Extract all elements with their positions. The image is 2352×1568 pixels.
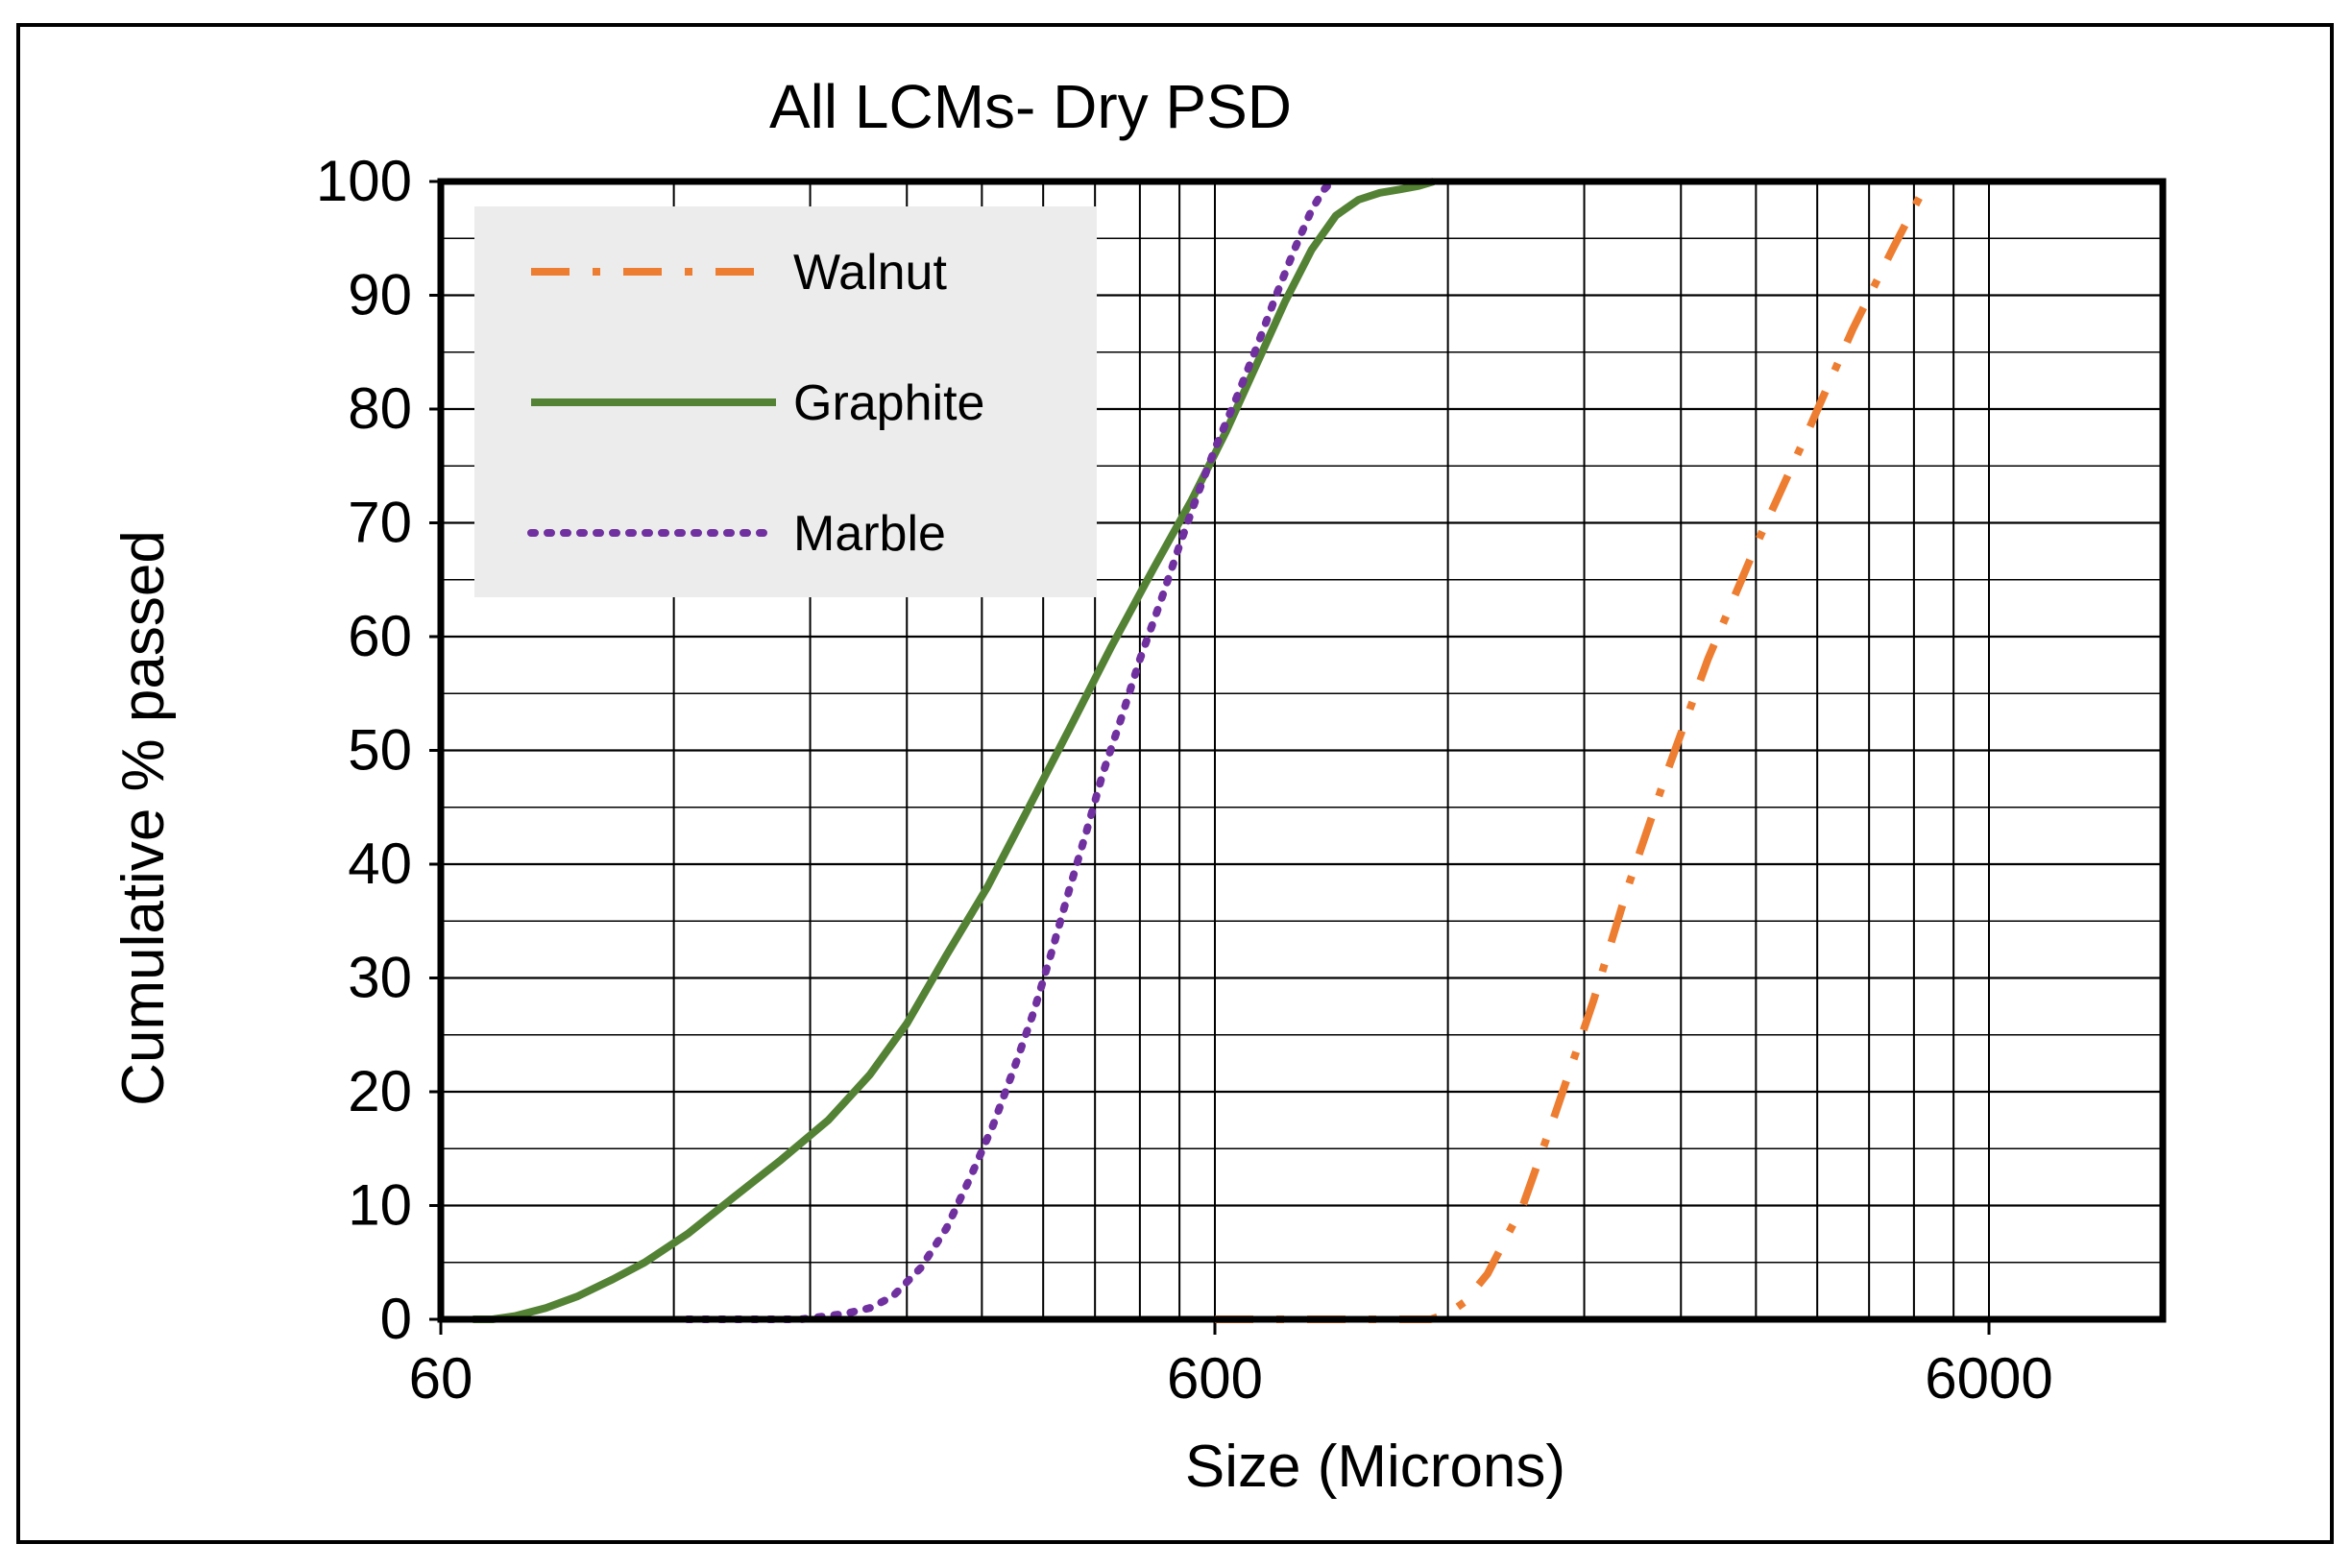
y-tick-label-50: 50 xyxy=(348,718,412,783)
x-axis-label: Size (Microns) xyxy=(1185,1434,1565,1500)
y-tick-label-80: 80 xyxy=(348,376,412,441)
legend: Walnut Graphite Marble xyxy=(474,206,1097,597)
legend-label-marble: Marble xyxy=(793,506,946,562)
series-marble-line xyxy=(683,178,1336,1323)
y-tick-label-0: 0 xyxy=(380,1287,412,1351)
x-axis-ticks: 60 600 6000 xyxy=(409,1319,2053,1411)
series-graphite-line xyxy=(473,178,1435,1323)
y-axis-label: Cumulative % passed xyxy=(110,530,177,1106)
y-tick-label-70: 70 xyxy=(348,491,412,555)
y-axis-ticks: 0 10 20 30 40 50 60 70 80 90 100 xyxy=(316,149,441,1351)
y-tick-label-40: 40 xyxy=(348,832,412,896)
legend-label-graphite: Graphite xyxy=(793,375,984,431)
chart-title: All LCMs- Dry PSD xyxy=(769,72,1292,141)
y-tick-label-100: 100 xyxy=(316,149,412,213)
y-tick-label-90: 90 xyxy=(348,263,412,327)
plot-border xyxy=(437,178,2167,1323)
y-tick-label-10: 10 xyxy=(348,1173,412,1238)
x-tick-label-600: 600 xyxy=(1167,1346,1263,1411)
legend-label-walnut: Walnut xyxy=(793,245,947,301)
x-tick-label-6000: 6000 xyxy=(1925,1346,2052,1411)
y-tick-label-30: 30 xyxy=(348,946,412,1010)
y-tick-label-20: 20 xyxy=(348,1059,412,1123)
x-tick-label-60: 60 xyxy=(409,1346,473,1411)
y-tick-label-60: 60 xyxy=(348,604,412,668)
chart-frame xyxy=(16,23,2334,1544)
